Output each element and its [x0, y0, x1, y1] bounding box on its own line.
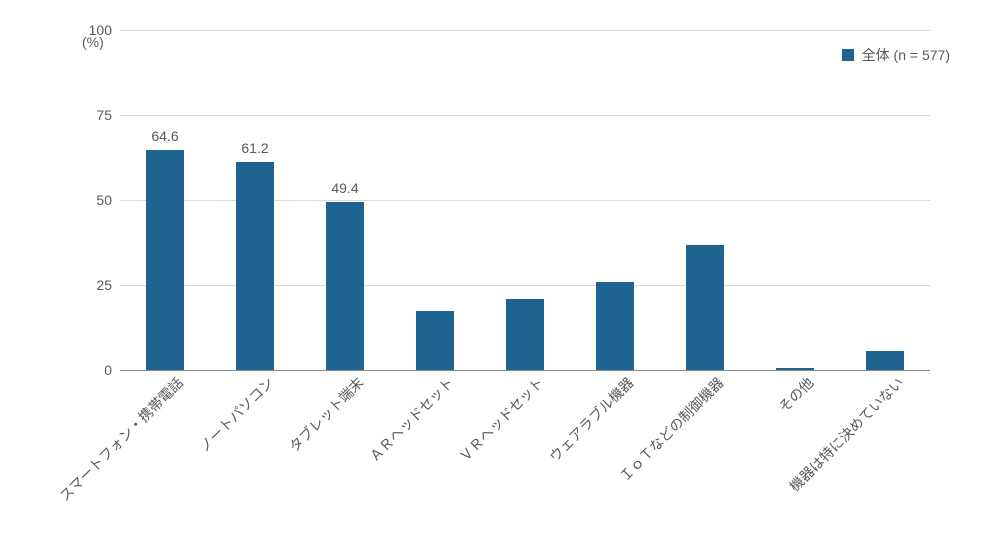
bar [596, 282, 634, 370]
bar-value-label: 49.4 [331, 180, 358, 196]
gridline [120, 30, 930, 31]
bar [866, 351, 904, 370]
ytick-label: 50 [96, 192, 120, 208]
bar [506, 299, 544, 370]
ytick-label: 100 [89, 22, 120, 38]
xtick-label: スマートフォン・携帯電話 [52, 370, 187, 505]
gridline [120, 115, 930, 116]
bar [686, 245, 724, 370]
legend: 全体 (n = 577) [842, 45, 950, 65]
xtick-label: ノートパソコン [192, 370, 278, 456]
ytick-label: 75 [96, 107, 120, 123]
bar: 61.2 [236, 162, 274, 370]
bar-value-label: 61.2 [241, 140, 268, 156]
xtick-label: タブレット端末 [282, 370, 368, 456]
ytick-label: 25 [96, 277, 120, 293]
xtick-label: ＡＲヘッドセット [362, 370, 458, 466]
bar [776, 368, 814, 370]
bar-value-label: 64.6 [151, 128, 178, 144]
xtick-label: その他 [771, 370, 818, 417]
chart-container: (%) 025507510064.6スマートフォン・携帯電話61.2ノートパソコ… [0, 0, 1000, 544]
bar: 49.4 [326, 202, 364, 370]
legend-label: 全体 (n = 577) [862, 45, 950, 65]
plot-area: 025507510064.6スマートフォン・携帯電話61.2ノートパソコン49.… [120, 30, 930, 371]
bar: 64.6 [146, 150, 184, 370]
xtick-label: ＶＲヘッドセット [452, 370, 548, 466]
xtick-label: ウェアラブル機器 [542, 370, 638, 466]
bar [416, 311, 454, 371]
legend-swatch [842, 49, 854, 61]
ytick-label: 0 [104, 362, 120, 378]
